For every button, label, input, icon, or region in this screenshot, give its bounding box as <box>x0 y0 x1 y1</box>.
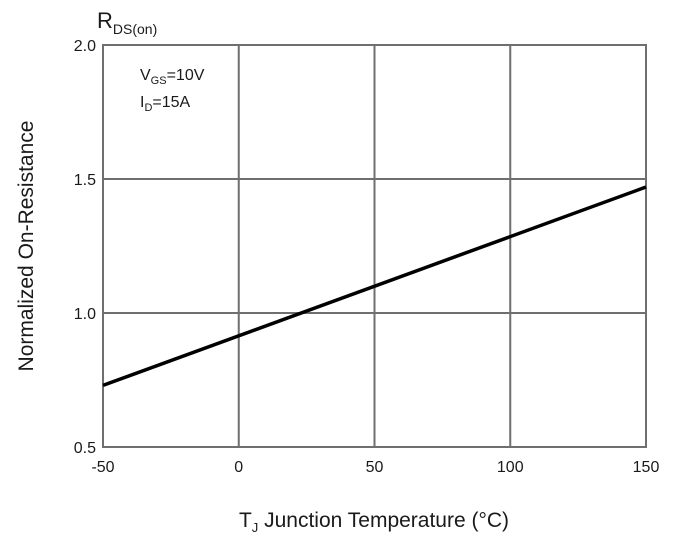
annotation-vgs-rest: =10V <box>167 67 205 84</box>
annotation-id-main: I <box>140 94 144 111</box>
y-tick-labels: 0.5 1.0 1.5 2.0 <box>74 38 96 457</box>
annotation-vgs-main: V <box>140 67 151 84</box>
y-axis-label: Normalized On-Resistance <box>15 121 38 372</box>
x-tick-labels: -50 0 50 100 150 <box>91 459 659 476</box>
data-series <box>102 185 647 388</box>
x-label-main: T <box>239 509 252 532</box>
plot-frame <box>102 44 647 448</box>
x-tick-label: 50 <box>366 459 384 476</box>
annotation-vgs: VGS=10V <box>140 67 205 87</box>
x-label-rest: Junction Temperature (°C) <box>258 509 509 532</box>
annotation-id-rest: =15A <box>152 94 190 111</box>
y-tick-label: 1.0 <box>74 306 96 323</box>
annotation-id: ID=15A <box>140 94 191 114</box>
y-unit-sub: DS(on) <box>113 21 157 37</box>
y-tick-label: 0.5 <box>74 440 96 457</box>
y-unit-main: R <box>97 8 113 33</box>
x-label-sub: J <box>252 520 259 535</box>
y-tick-label: 1.5 <box>74 172 96 189</box>
x-tick-label: 0 <box>234 459 243 476</box>
annotation-vgs-sub: GS <box>151 75 167 87</box>
x-tick-label: 150 <box>633 459 660 476</box>
y-tick-label: 2.0 <box>74 38 96 55</box>
series-line <box>102 185 647 388</box>
x-tick-label: 100 <box>497 459 524 476</box>
x-axis-label: TJ Junction Temperature (°C) <box>239 509 509 535</box>
x-tick-label: -50 <box>91 459 114 476</box>
annotation-id-sub: D <box>144 102 152 114</box>
y-unit-label: RDS(on) <box>97 8 157 37</box>
